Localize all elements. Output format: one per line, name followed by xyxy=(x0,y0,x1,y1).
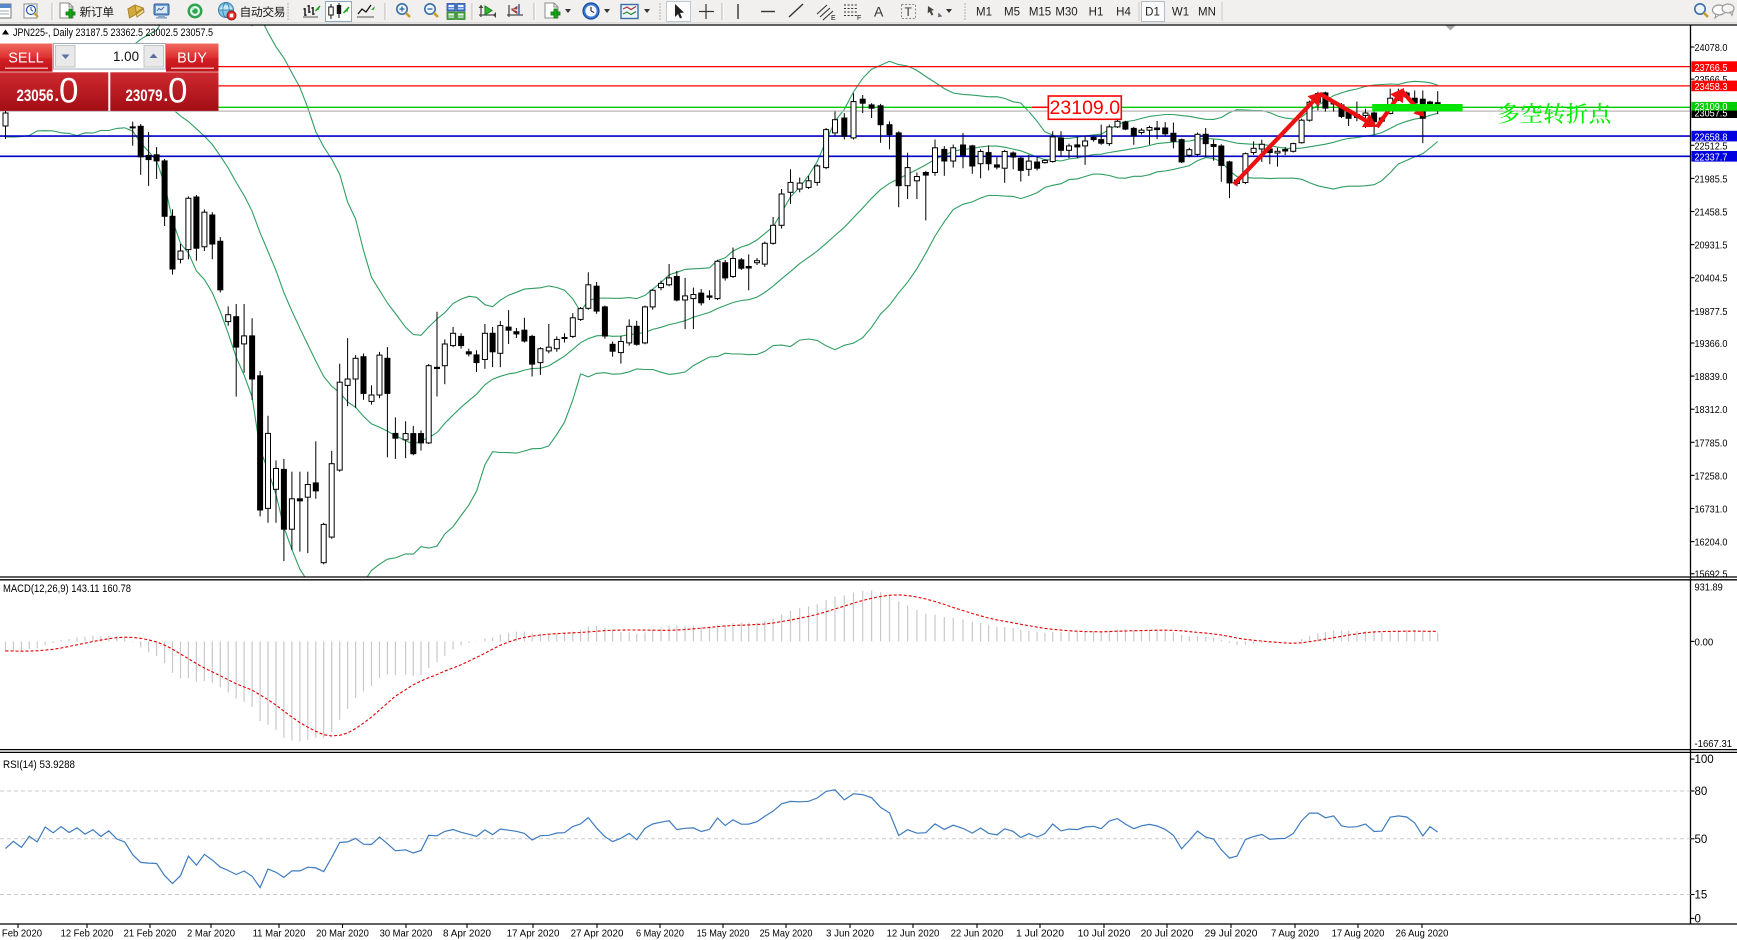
svg-text:25 May 2020: 25 May 2020 xyxy=(760,929,813,940)
svg-text:12 Feb 2020: 12 Feb 2020 xyxy=(61,929,114,940)
svg-text:23079: 23079 xyxy=(126,86,163,105)
svg-text:23056: 23056 xyxy=(17,86,54,105)
svg-text:17 Aug 2020: 17 Aug 2020 xyxy=(1332,929,1385,940)
svg-text:11 Mar 2020: 11 Mar 2020 xyxy=(253,929,306,940)
svg-text:7 Aug 2020: 7 Aug 2020 xyxy=(1271,929,1319,940)
svg-text:16204.0: 16204.0 xyxy=(1695,538,1728,549)
svg-text:.: . xyxy=(55,86,60,105)
svg-text:15692.5: 15692.5 xyxy=(1695,570,1728,581)
svg-text:JPN225-, Daily 23187.5 23362.: JPN225-, Daily 23187.5 23362.5 23002.5 2… xyxy=(13,27,213,39)
svg-text:24078.0: 24078.0 xyxy=(1695,43,1728,54)
svg-text:931.89: 931.89 xyxy=(1695,583,1723,594)
svg-text:19877.5: 19877.5 xyxy=(1695,307,1728,318)
svg-text:23109.0: 23109.0 xyxy=(1695,102,1728,113)
svg-text:30 Mar 2020: 30 Mar 2020 xyxy=(380,929,433,940)
svg-text:22658.8: 22658.8 xyxy=(1695,132,1728,143)
svg-text:17785.0: 17785.0 xyxy=(1695,438,1728,449)
svg-text:18312.0: 18312.0 xyxy=(1695,405,1728,416)
svg-text:0: 0 xyxy=(59,72,78,111)
svg-text:1 Jul 2020: 1 Jul 2020 xyxy=(1016,929,1064,940)
svg-text:17 Apr 2020: 17 Apr 2020 xyxy=(507,929,560,940)
svg-text:20 Mar 2020: 20 Mar 2020 xyxy=(316,929,369,940)
svg-text:MN: MN xyxy=(1198,7,1216,19)
svg-text:23766.5: 23766.5 xyxy=(1695,63,1728,74)
svg-text:2 Mar 2020: 2 Mar 2020 xyxy=(187,929,235,940)
svg-text:17258.0: 17258.0 xyxy=(1695,471,1728,482)
svg-text:10 Jul 2020: 10 Jul 2020 xyxy=(1078,929,1131,940)
svg-text:80: 80 xyxy=(1695,786,1708,798)
svg-text:15 May 2020: 15 May 2020 xyxy=(697,929,750,940)
svg-text:.: . xyxy=(164,86,169,105)
svg-text:F: F xyxy=(857,15,861,22)
svg-text:21 Feb 2020: 21 Feb 2020 xyxy=(124,929,177,940)
svg-text:27 Apr 2020: 27 Apr 2020 xyxy=(571,929,624,940)
svg-text:19366.0: 19366.0 xyxy=(1695,339,1728,350)
svg-text:E: E xyxy=(831,15,836,22)
svg-text:BUY: BUY xyxy=(177,51,207,67)
svg-text:23057.5: 23057.5 xyxy=(1695,109,1728,120)
svg-text:18839.0: 18839.0 xyxy=(1695,372,1728,383)
svg-text:MACD(12,26,9) 143.11 160.78: MACD(12,26,9) 143.11 160.78 xyxy=(3,583,131,595)
svg-text:M1: M1 xyxy=(976,7,992,19)
svg-text:20404.5: 20404.5 xyxy=(1695,274,1728,285)
svg-text:-1667.31: -1667.31 xyxy=(1695,739,1733,750)
svg-text:26 Aug 2020: 26 Aug 2020 xyxy=(1396,929,1449,940)
svg-text:T: T xyxy=(905,5,913,19)
svg-text:H1: H1 xyxy=(1089,7,1104,19)
svg-text:15: 15 xyxy=(1695,890,1708,902)
svg-text:0: 0 xyxy=(1695,913,1701,925)
svg-text:22337.7: 22337.7 xyxy=(1695,153,1728,164)
svg-text:4 Feb 2020: 4 Feb 2020 xyxy=(0,929,42,940)
svg-text:21458.5: 21458.5 xyxy=(1695,208,1728,219)
svg-text:1.00: 1.00 xyxy=(113,48,139,64)
svg-text:29 Jul 2020: 29 Jul 2020 xyxy=(1205,929,1258,940)
svg-text:A: A xyxy=(874,4,884,20)
svg-text:3 Jun 2020: 3 Jun 2020 xyxy=(826,929,874,940)
svg-text:20 Jul 2020: 20 Jul 2020 xyxy=(1141,929,1194,940)
svg-text:21985.5: 21985.5 xyxy=(1695,174,1728,185)
svg-text:20931.5: 20931.5 xyxy=(1695,241,1728,252)
svg-text:0.00: 0.00 xyxy=(1695,637,1714,648)
svg-text:M5: M5 xyxy=(1004,7,1020,19)
svg-text:M15: M15 xyxy=(1029,7,1051,19)
svg-text:D1: D1 xyxy=(1145,7,1160,19)
svg-text:23109.0: 23109.0 xyxy=(1050,97,1121,119)
svg-text:6 May 2020: 6 May 2020 xyxy=(636,929,684,940)
svg-text:H4: H4 xyxy=(1116,7,1131,19)
svg-text:M30: M30 xyxy=(1055,7,1077,19)
svg-text:23458.3: 23458.3 xyxy=(1695,82,1728,93)
svg-text:RSI(14) 53.9288: RSI(14) 53.9288 xyxy=(3,759,75,771)
svg-text:8 Apr 2020: 8 Apr 2020 xyxy=(443,929,491,940)
svg-text:16731.0: 16731.0 xyxy=(1695,505,1728,516)
svg-text:22 Jun 2020: 22 Jun 2020 xyxy=(951,929,1004,940)
svg-text:W1: W1 xyxy=(1172,7,1189,19)
svg-text:22512.5: 22512.5 xyxy=(1695,141,1728,152)
svg-text:0: 0 xyxy=(168,72,187,111)
svg-text:50: 50 xyxy=(1695,834,1708,846)
svg-text:12 Jun 2020: 12 Jun 2020 xyxy=(887,929,940,940)
svg-text:SELL: SELL xyxy=(8,51,43,67)
svg-text:100: 100 xyxy=(1695,754,1714,766)
